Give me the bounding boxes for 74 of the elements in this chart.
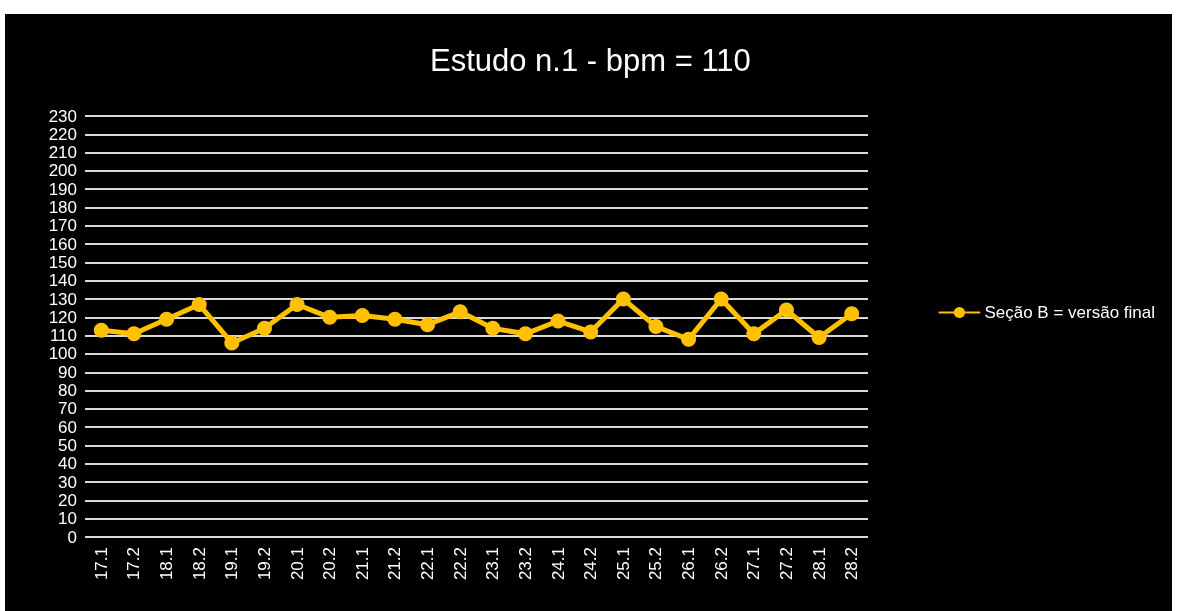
y-tick-label: 150 (48, 252, 77, 272)
point (485, 320, 501, 336)
x-tick-label: 23.2 (515, 547, 535, 581)
x-tick-label: 17.1 (91, 547, 111, 581)
x-tick-label: 24.1 (548, 547, 568, 581)
point (778, 302, 794, 318)
legend-label: Seção B = versão final (984, 303, 1156, 322)
y-tick-label: 160 (48, 234, 77, 254)
x-tick-label: 20.2 (320, 547, 340, 581)
x-tick-label: 27.1 (744, 547, 764, 581)
point (420, 317, 436, 333)
x-tick-label: 20.1 (287, 547, 307, 581)
y-tick-label: 220 (48, 124, 77, 144)
y-tick-label: 60 (58, 417, 77, 437)
x-tick-label: 23.1 (483, 547, 503, 581)
y-tick-label: 50 (58, 435, 77, 455)
y-tick-label: 100 (48, 344, 77, 364)
point (289, 297, 305, 313)
point (811, 329, 827, 345)
y-tick-label: 90 (58, 362, 77, 382)
point (746, 326, 762, 342)
point (713, 291, 729, 307)
x-tick-label: 19.1 (222, 547, 242, 581)
y-tick-label: 170 (48, 216, 77, 236)
point (517, 326, 533, 342)
point (583, 324, 599, 340)
y-tick-label: 70 (58, 399, 77, 419)
x-tick-label: 26.2 (711, 547, 731, 581)
x-tick-label: 21.1 (352, 547, 372, 581)
point (191, 297, 207, 313)
x-tick-label: 27.2 (776, 547, 796, 581)
x-tick-label: 28.1 (809, 547, 829, 581)
point (354, 308, 370, 324)
x-tick-label: 22.2 (450, 547, 470, 581)
y-tick-label: 80 (58, 381, 77, 401)
x-tick-label: 18.2 (189, 547, 209, 581)
point (224, 335, 240, 351)
x-tick-label: 26.1 (679, 547, 699, 581)
y-tick-label: 30 (58, 472, 77, 492)
y-tick-label: 210 (48, 143, 77, 163)
point (844, 306, 860, 322)
point (126, 326, 142, 342)
point (159, 311, 175, 327)
x-tick-label: 25.2 (646, 547, 666, 581)
y-tick-label: 110 (49, 326, 77, 346)
point (322, 309, 338, 325)
point (452, 304, 468, 320)
point (550, 313, 566, 329)
point (256, 320, 272, 336)
y-tick-label: 180 (48, 198, 77, 218)
chart-title: Estudo n.1 - bpm = 110 (430, 43, 751, 78)
y-tick-label: 0 (67, 527, 77, 547)
point (615, 291, 631, 307)
y-tick-label: 140 (48, 271, 77, 291)
y-tick-label: 20 (58, 490, 77, 510)
x-tick-label: 22.1 (418, 547, 438, 581)
point (648, 319, 664, 334)
y-tick-label: 40 (58, 454, 77, 474)
x-tick-label: 18.1 (157, 547, 177, 581)
x-tick-label: 28.2 (842, 547, 862, 581)
y-tick-label: 120 (48, 307, 77, 327)
x-tick-label: 24.2 (581, 547, 601, 581)
x-tick-label: 21.2 (385, 547, 405, 581)
point (387, 311, 403, 327)
y-tick-label: 10 (58, 509, 77, 529)
x-tick-label: 19.2 (254, 547, 274, 581)
y-tick-label: 190 (48, 179, 77, 199)
y-tick-label: 130 (48, 289, 77, 309)
point (93, 322, 109, 338)
x-tick-label: 25.1 (613, 547, 633, 581)
x-tick-label: 17.2 (124, 547, 144, 581)
y-tick-label: 230 (48, 106, 77, 126)
point (681, 331, 697, 347)
y-tick-label: 200 (48, 161, 77, 181)
